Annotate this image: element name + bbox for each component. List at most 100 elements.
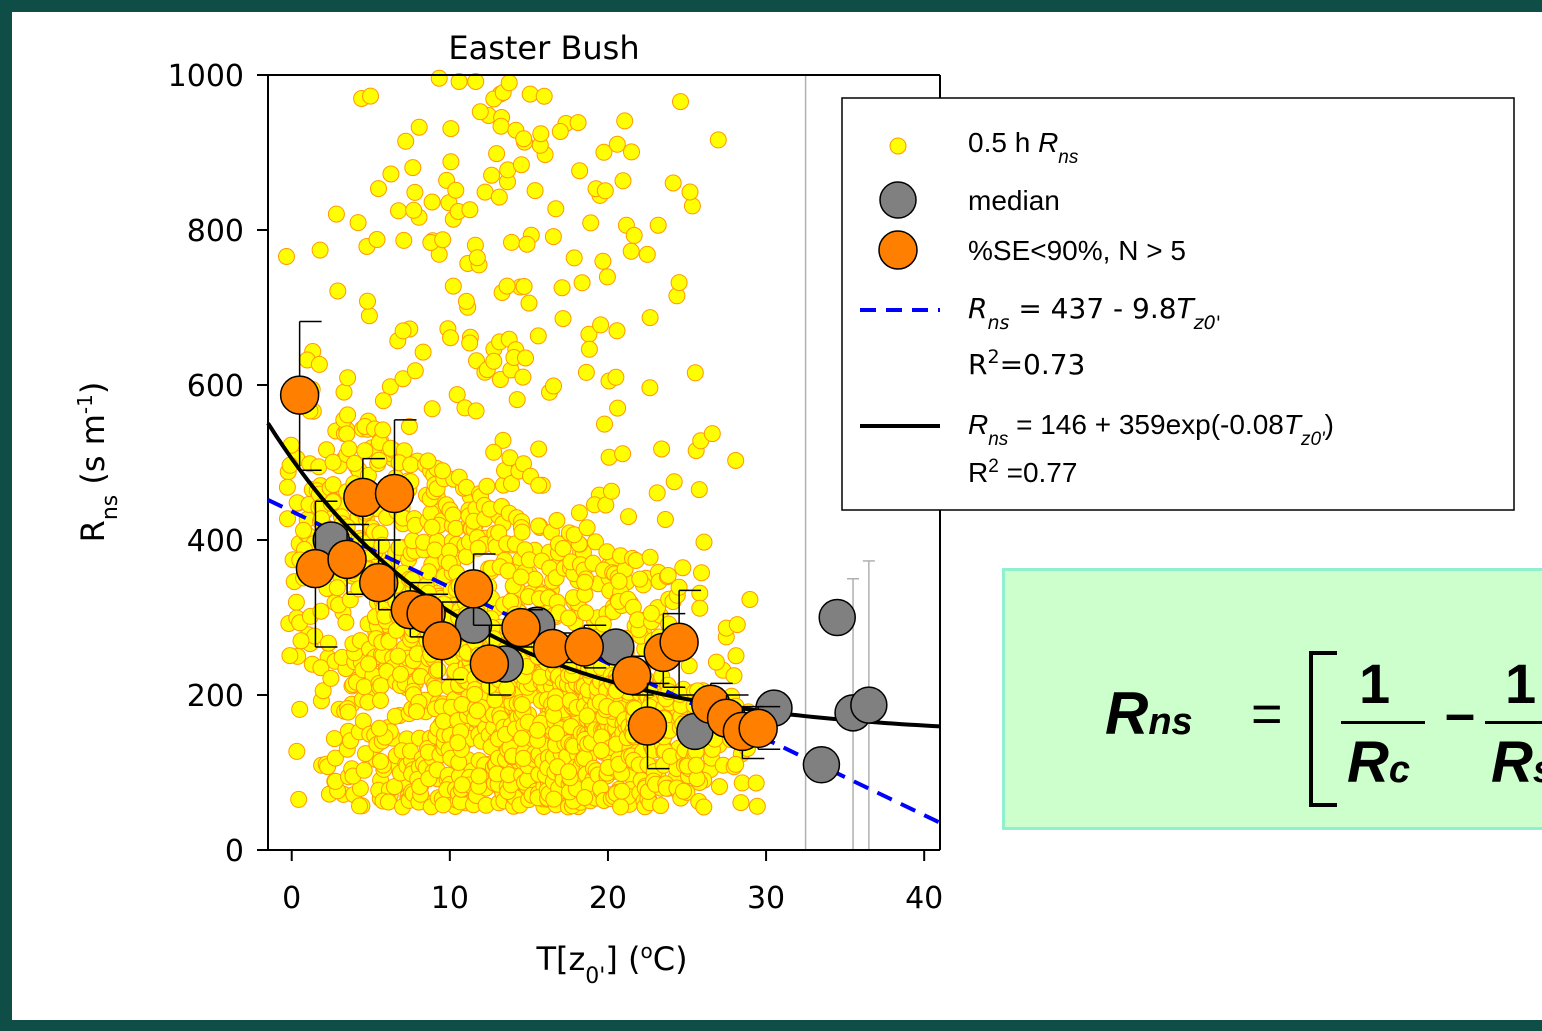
raw-point [360,655,378,673]
raw-point [402,456,420,474]
equation-box: Rns = 1 Rc – 1 Rs [1002,568,1542,830]
raw-point [512,156,530,174]
raw-point [374,392,392,410]
raw-point [452,667,470,684]
se-point [279,375,320,415]
raw-point [672,93,689,111]
raw-point [727,452,745,469]
raw-point [471,103,489,121]
x-tick-label: 20 [589,881,627,916]
raw-point [335,383,353,401]
se-point [453,569,494,609]
raw-point [514,749,532,767]
raw-point [670,274,688,292]
median-point [802,746,841,784]
raw-point [728,616,746,634]
raw-point [582,214,600,232]
raw-point [372,677,390,695]
raw-point [423,400,441,418]
raw-point [503,233,520,251]
raw-point [608,322,626,340]
raw-point [725,667,743,685]
raw-point [595,143,613,161]
raw-point [592,316,610,334]
raw-point [703,425,721,443]
raw-point [580,340,598,358]
raw-point [498,680,516,698]
raw-point [686,364,704,382]
y-tick-label: 400 [187,524,244,559]
raw-point [554,540,572,557]
raw-point [434,796,452,814]
raw-point [674,559,692,577]
raw-point [529,327,547,345]
raw-point [570,504,588,522]
raw-point [349,214,367,232]
raw-point [653,440,671,458]
raw-point [532,125,550,143]
raw-point [560,763,578,781]
se-point [659,622,699,663]
raw-point [642,604,660,622]
median-point [818,598,856,637]
raw-point [652,797,670,815]
raw-point [467,402,485,420]
raw-point [515,278,533,295]
raw-point [610,572,628,590]
raw-point [461,334,479,352]
raw-point [468,702,486,720]
raw-point [517,349,534,367]
raw-point [614,445,632,463]
se-point [422,621,462,661]
raw-point [467,73,485,90]
legend-label-exponential: Rns = 146 + 359exp(-0.08Tz0') [968,409,1334,450]
raw-point [656,511,674,528]
raw-point [594,252,612,270]
raw-point [625,226,643,244]
raw-point [508,391,526,409]
raw-point [442,120,460,138]
raw-point [450,73,468,90]
raw-point [485,352,503,370]
raw-point [513,523,531,541]
raw-point [503,475,520,492]
raw-point [310,458,328,476]
raw-point [687,756,705,774]
raw-point [649,216,667,234]
raw-point [681,183,699,201]
raw-point [565,526,583,544]
y-tick-label: 0 [225,834,244,869]
raw-point [609,399,627,417]
y-tick-label: 800 [187,214,244,249]
raw-point [546,694,564,712]
raw-point [612,798,630,816]
equation-minus: – [1445,684,1476,744]
raw-point [727,647,745,665]
raw-point [535,87,553,105]
raw-point [622,242,640,260]
x-tick-label: 30 [747,881,785,916]
raw-point [488,145,506,163]
raw-point [370,451,388,469]
raw-point [603,482,620,500]
raw-point [478,477,496,495]
raw-point [620,508,637,526]
raw-point [419,452,437,470]
raw-point [571,162,589,180]
raw-point [372,752,389,770]
raw-point [638,245,656,263]
legend-label-linear: Rns = 437 - 9.8Tz0' [968,292,1221,334]
raw-point [466,685,484,703]
raw-point [526,570,544,588]
raw-point [573,274,591,292]
raw-point [476,183,494,201]
raw-point [709,131,727,149]
se-point [358,562,399,603]
raw-point [578,707,596,725]
points-layer [279,320,888,784]
raw-point [490,188,508,206]
raw-point [281,647,299,665]
raw-point [747,774,765,792]
raw-point [483,166,501,184]
